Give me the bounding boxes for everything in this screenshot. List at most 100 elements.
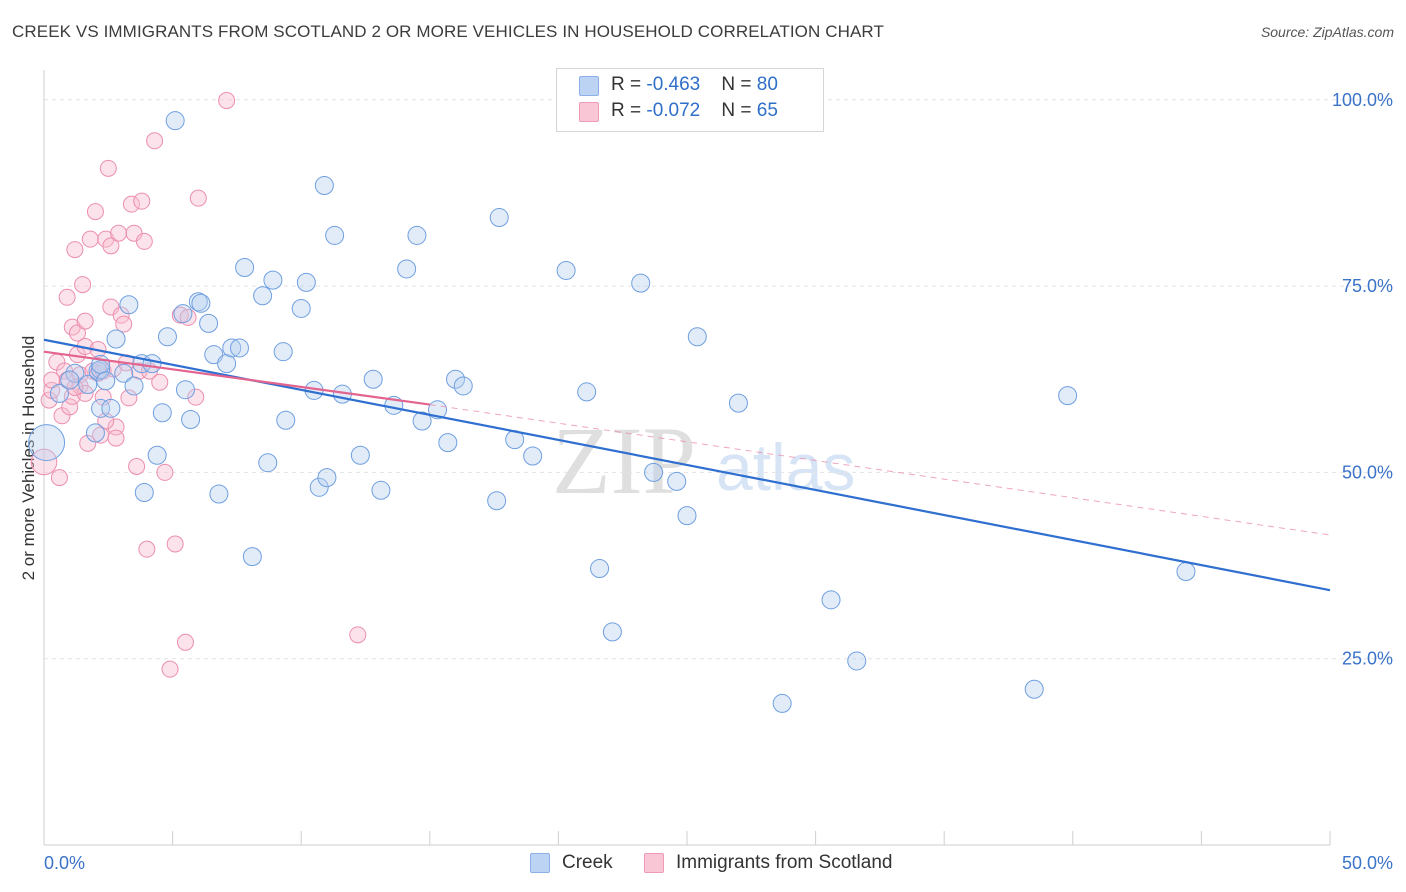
scotland-trend-line: [43, 350, 430, 406]
creek-point: [847, 651, 867, 671]
creek-point: [772, 693, 792, 713]
creek-point: [412, 411, 432, 431]
scotland-point: [218, 92, 236, 110]
scotland-trend-extension: [429, 404, 1331, 536]
source-label: Source: ZipAtlas.com: [1260, 24, 1394, 40]
creek-point: [124, 376, 144, 396]
scotland-point: [76, 312, 94, 330]
creek-point: [276, 410, 296, 430]
creek-point: [325, 225, 345, 245]
creek-point: [487, 491, 507, 511]
creek-point: [1176, 562, 1196, 582]
creek-point: [371, 480, 391, 500]
creek-point: [157, 327, 177, 347]
scotland-swatch: [644, 853, 664, 873]
watermark-zip: ZIP: [552, 407, 696, 514]
creek-point: [96, 371, 116, 391]
creek-point: [114, 363, 134, 383]
creek-point: [291, 298, 311, 318]
creek-point: [235, 257, 255, 277]
scotland-point: [86, 203, 104, 221]
scotland-point: [349, 626, 367, 644]
creek-swatch: [530, 853, 550, 873]
creek-point: [446, 369, 466, 389]
scotland-point: [66, 241, 84, 259]
creek-point: [101, 398, 121, 418]
creek-point: [173, 304, 193, 324]
creek-point: [106, 329, 126, 349]
y-tick-label: 75.0%: [1342, 276, 1393, 296]
creek-point: [147, 445, 167, 465]
creek-point: [821, 590, 841, 610]
creek-point: [489, 208, 509, 228]
creek-point: [217, 354, 237, 374]
r-value: -0.072: [646, 100, 701, 121]
creek-point: [273, 342, 293, 362]
scotland-point: [138, 540, 156, 558]
scotland-point: [110, 224, 128, 242]
scotland-point: [161, 660, 179, 678]
creek-point: [91, 360, 111, 380]
scotland-point: [176, 633, 194, 651]
creek-point: [317, 468, 337, 488]
creek-point: [667, 471, 687, 491]
legend-label-creek: Creek: [562, 852, 613, 873]
creek-point: [602, 622, 622, 642]
axes: [43, 70, 1331, 846]
creek-point: [350, 445, 370, 465]
scotland-point: [135, 232, 153, 250]
scotland-point: [115, 315, 133, 333]
creek-point: [209, 484, 229, 504]
legend-label-scotland: Immigrants from Scotland: [676, 852, 893, 873]
scotland-point: [187, 388, 205, 406]
creek-point: [1024, 679, 1044, 699]
series-creek-points: [28, 111, 1196, 713]
creek-point: [229, 338, 249, 358]
creek-point: [407, 225, 427, 245]
creek-point: [119, 295, 139, 315]
r-value: -0.463: [646, 74, 701, 95]
scotland-point: [189, 189, 207, 207]
creek-point: [253, 286, 273, 306]
creek-point: [590, 559, 610, 579]
creek-point: [556, 260, 576, 280]
creek-point: [728, 393, 748, 413]
creek-point: [687, 327, 707, 347]
scotland-swatch: [579, 102, 599, 122]
creek-point: [60, 370, 80, 390]
creek-point: [175, 380, 195, 400]
creek-point: [631, 273, 651, 293]
creek-point: [242, 547, 262, 567]
creek-point: [677, 506, 697, 526]
creek-point: [199, 313, 219, 333]
y-tick-label: 50.0%: [1342, 462, 1393, 482]
r-label: R =: [611, 100, 647, 121]
creek-point: [453, 376, 473, 396]
scotland-point: [128, 457, 146, 475]
scotland-point: [99, 159, 117, 177]
creek-point: [152, 403, 172, 423]
creek-point: [165, 111, 185, 131]
scotland-point: [107, 429, 125, 447]
scotland-point: [151, 373, 169, 391]
creek-point: [49, 383, 69, 403]
x-tick-label: 0.0%: [44, 853, 85, 873]
n-label: N =: [721, 100, 757, 121]
watermark-atlas: atlas: [716, 430, 855, 504]
scotland-point: [30, 448, 58, 476]
n-label: N =: [721, 74, 757, 95]
creek-point: [397, 259, 417, 279]
creek-point: [181, 409, 201, 429]
trend-lines: [43, 338, 1331, 592]
creek-point: [438, 433, 458, 453]
scotland-point: [120, 389, 138, 407]
chart-title: CREEK VS IMMIGRANTS FROM SCOTLAND 2 OR M…: [12, 22, 884, 41]
creek-point: [577, 382, 597, 402]
creek-point: [28, 424, 66, 462]
y-axis-label: 2 or more Vehicles in Household: [19, 336, 38, 581]
creek-point: [222, 338, 242, 358]
x-tick-label: 50.0%: [1342, 853, 1393, 873]
scotland-point: [68, 324, 86, 342]
watermark: ZIP atlas: [552, 407, 855, 514]
creek-point: [263, 270, 283, 290]
